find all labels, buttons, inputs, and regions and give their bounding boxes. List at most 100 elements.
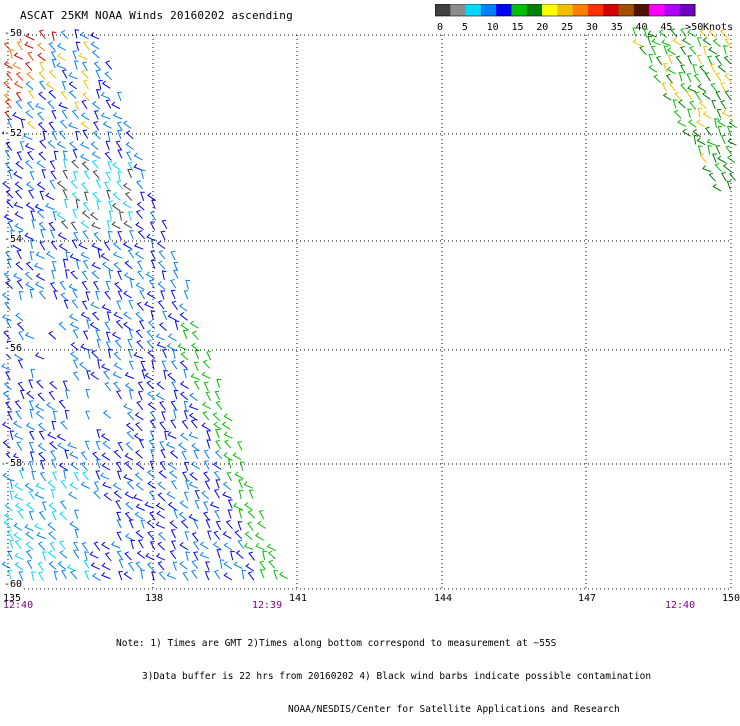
- wind-barb: [104, 321, 111, 331]
- wind-barb: [13, 272, 23, 281]
- wind-barb: [658, 29, 668, 38]
- wind-barb: [234, 471, 244, 480]
- wind-barb: [3, 60, 13, 69]
- wind-barb: [666, 66, 676, 75]
- wind-barb: [5, 141, 13, 151]
- wind-barb: [13, 420, 23, 429]
- wind-barb: [159, 421, 166, 431]
- wind-barb: [103, 241, 111, 251]
- wind-barb: [702, 111, 712, 119]
- wind-barb: [60, 29, 69, 39]
- wind-barb: [127, 338, 133, 349]
- wind-barb: [135, 329, 143, 339]
- wind-barb: [56, 42, 66, 51]
- wind-barb: [648, 64, 658, 73]
- wind-barb: [179, 391, 189, 401]
- wind-barb: [5, 189, 14, 199]
- wind-barb: [137, 230, 146, 240]
- wind-barb: [661, 82, 667, 92]
- wind-barb: [166, 572, 176, 580]
- wind-barb: [147, 469, 156, 479]
- wind-barb: [693, 134, 699, 145]
- wind-barb: [714, 118, 719, 128]
- wind-barb: [59, 540, 66, 550]
- wind-barb: [85, 388, 91, 399]
- wind-barb: [89, 551, 99, 559]
- wind-barb: [2, 439, 11, 449]
- wind-barb: [157, 481, 166, 491]
- wind-barb: [724, 90, 732, 100]
- wind-barb: [244, 502, 253, 511]
- wind-barb: [95, 179, 102, 189]
- wind-barb: [147, 320, 156, 330]
- wind-barb: [206, 351, 212, 361]
- wind-barb: [167, 501, 177, 511]
- wind-barb: [140, 569, 145, 579]
- wind-barb: [653, 74, 661, 84]
- wind-barb: [118, 559, 124, 569]
- wind-barb: [102, 440, 111, 450]
- wind-barb: [20, 118, 26, 129]
- legend-swatch: [618, 4, 635, 16]
- wind-barb: [38, 29, 46, 39]
- wind-barb: [37, 52, 46, 62]
- wind-barb: [699, 28, 708, 38]
- wind-barb: [19, 469, 25, 479]
- wind-barb: [51, 31, 57, 41]
- wind-barb: [230, 550, 235, 561]
- legend-tick-label: 5: [462, 22, 468, 33]
- wind-barb: [259, 560, 266, 570]
- wind-barb: [137, 391, 143, 401]
- wind-barb: [108, 269, 114, 280]
- wind-barb: [72, 209, 78, 219]
- wind-barb: [698, 100, 707, 109]
- wind-barb: [194, 490, 200, 500]
- wind-barb: [23, 132, 33, 140]
- wind-barb: [68, 72, 78, 80]
- wind-barb: [53, 290, 58, 300]
- legend-swatch: [496, 4, 512, 16]
- wind-barb: [124, 260, 133, 270]
- wind-barb: [6, 71, 13, 82]
- wind-barb: [25, 541, 34, 551]
- wind-barb: [64, 449, 70, 460]
- wind-barb: [687, 28, 696, 37]
- wind-barb: [28, 441, 34, 452]
- wind-barb: [100, 112, 111, 120]
- wind-barb: [102, 410, 112, 419]
- wind-barb: [56, 141, 66, 149]
- wind-barb: [26, 502, 35, 511]
- wind-barb: [238, 479, 243, 489]
- wind-barb: [720, 82, 726, 92]
- wind-barb: [1, 363, 11, 371]
- wind-barb: [48, 41, 56, 51]
- wind-barb: [68, 81, 78, 90]
- wind-barb: [682, 128, 691, 137]
- wind-barb: [5, 161, 12, 171]
- wind-barb: [182, 329, 188, 340]
- wind-barb: [45, 202, 55, 210]
- wind-barb: [173, 389, 179, 400]
- wind-barb: [720, 100, 727, 110]
- wind-barb: [203, 449, 210, 459]
- wind-barb: [35, 403, 45, 412]
- wind-barb: [97, 248, 103, 259]
- wind-barb: [40, 229, 45, 239]
- wind-barb: [48, 330, 57, 340]
- wind-barb: [151, 571, 156, 581]
- lat-label-58: -58: [4, 458, 23, 469]
- wind-barb: [169, 470, 178, 479]
- wind-barb: [179, 500, 189, 509]
- wind-barb: [106, 220, 112, 230]
- wind-barb: [69, 451, 79, 459]
- wind-barb: [72, 371, 80, 381]
- wind-barb: [216, 549, 222, 559]
- wind-barb: [244, 531, 253, 541]
- wind-barb: [124, 452, 134, 461]
- wind-barb: [101, 541, 110, 550]
- wind-barb: [68, 313, 79, 322]
- wind-barb: [25, 549, 33, 560]
- wind-barb: [90, 301, 100, 310]
- wind-barb: [150, 250, 156, 260]
- wind-barb: [95, 69, 101, 79]
